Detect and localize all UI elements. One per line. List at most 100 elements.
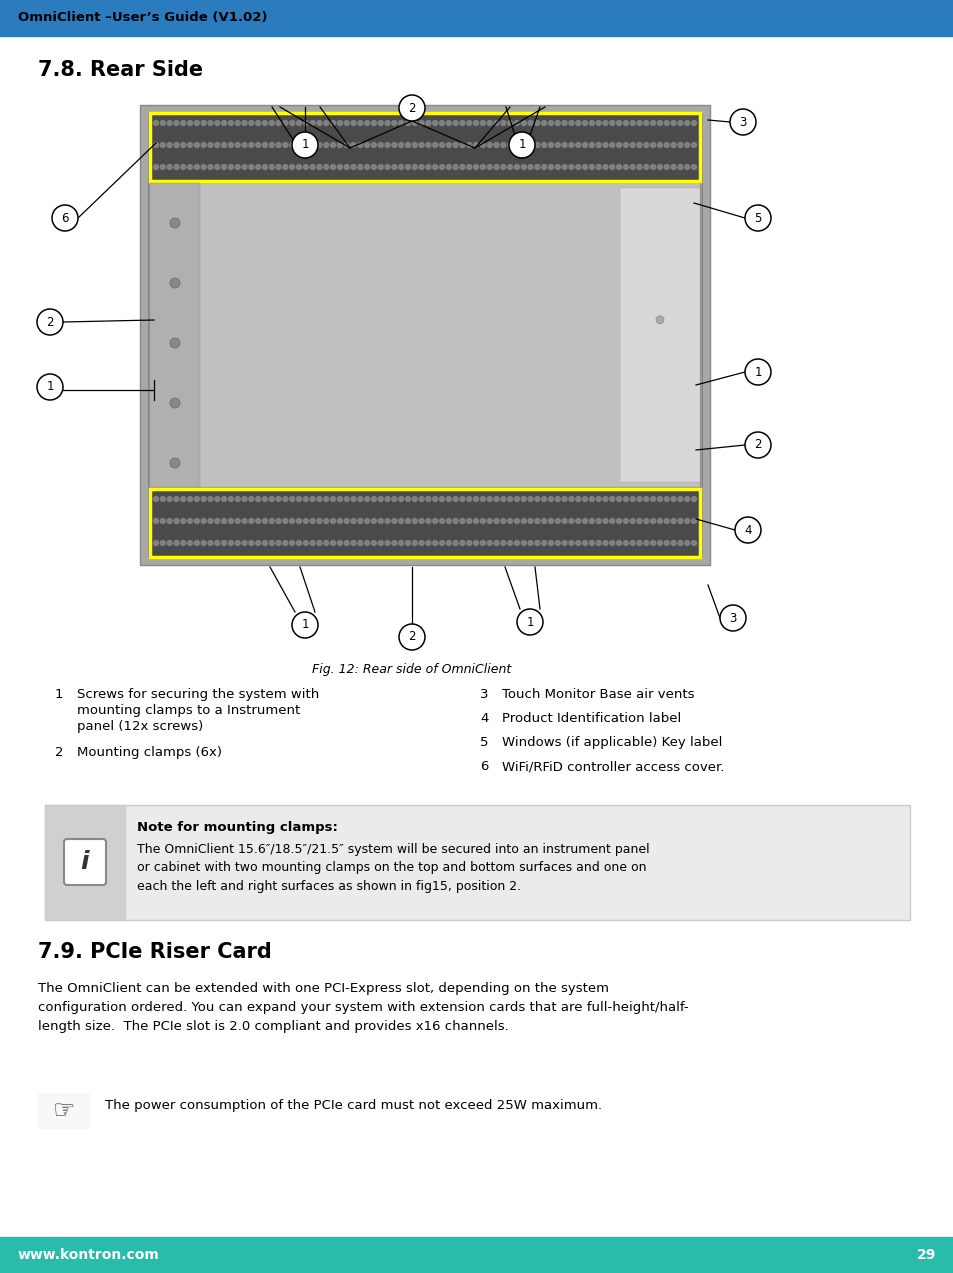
Circle shape [589, 541, 594, 546]
Circle shape [568, 496, 574, 502]
Circle shape [520, 518, 526, 523]
Circle shape [650, 121, 655, 126]
Circle shape [153, 164, 158, 169]
Circle shape [535, 143, 539, 148]
Circle shape [487, 518, 492, 523]
Circle shape [296, 164, 301, 169]
Circle shape [487, 541, 492, 546]
Circle shape [405, 518, 410, 523]
Circle shape [596, 143, 600, 148]
Circle shape [637, 143, 641, 148]
Circle shape [555, 496, 559, 502]
FancyBboxPatch shape [64, 839, 106, 885]
Circle shape [262, 496, 267, 502]
Circle shape [255, 541, 260, 546]
Circle shape [439, 496, 444, 502]
Circle shape [418, 496, 424, 502]
Circle shape [630, 518, 635, 523]
Circle shape [637, 121, 641, 126]
Circle shape [609, 121, 614, 126]
Circle shape [507, 541, 512, 546]
Circle shape [494, 121, 498, 126]
Circle shape [637, 541, 641, 546]
Circle shape [412, 121, 416, 126]
Circle shape [392, 121, 396, 126]
Circle shape [228, 518, 233, 523]
Circle shape [446, 541, 451, 546]
Circle shape [439, 541, 444, 546]
Circle shape [500, 164, 505, 169]
Bar [38, 1094, 90, 1129]
Circle shape [412, 541, 416, 546]
Circle shape [303, 518, 308, 523]
Text: mounting clamps to a Instrument: mounting clamps to a Instrument [77, 704, 300, 717]
Circle shape [729, 109, 755, 135]
Circle shape [487, 164, 492, 169]
Circle shape [630, 164, 635, 169]
Circle shape [663, 496, 669, 502]
Circle shape [561, 143, 566, 148]
Circle shape [364, 541, 369, 546]
Circle shape [670, 541, 676, 546]
Circle shape [316, 541, 321, 546]
Circle shape [290, 164, 294, 169]
Circle shape [656, 316, 663, 323]
Circle shape [657, 143, 661, 148]
Circle shape [208, 518, 213, 523]
Text: 29: 29 [916, 1248, 935, 1262]
Circle shape [582, 541, 587, 546]
Circle shape [466, 496, 472, 502]
Text: 1: 1 [754, 365, 760, 378]
Circle shape [663, 518, 669, 523]
Circle shape [541, 143, 546, 148]
Circle shape [541, 541, 546, 546]
Circle shape [283, 496, 288, 502]
Text: 2: 2 [754, 438, 760, 452]
Circle shape [555, 143, 559, 148]
Circle shape [283, 541, 288, 546]
Circle shape [180, 541, 186, 546]
Circle shape [188, 496, 193, 502]
Circle shape [283, 164, 288, 169]
Circle shape [201, 164, 206, 169]
Text: WiFi/RFiD controller access cover.: WiFi/RFiD controller access cover. [501, 760, 723, 773]
Circle shape [678, 164, 682, 169]
Circle shape [678, 121, 682, 126]
Circle shape [160, 121, 165, 126]
Circle shape [684, 164, 689, 169]
Circle shape [167, 164, 172, 169]
Circle shape [514, 164, 518, 169]
Circle shape [249, 541, 253, 546]
Circle shape [357, 143, 362, 148]
Circle shape [316, 121, 321, 126]
Circle shape [616, 496, 621, 502]
Circle shape [337, 143, 342, 148]
Circle shape [609, 541, 614, 546]
Circle shape [385, 121, 390, 126]
Circle shape [377, 518, 383, 523]
Circle shape [214, 164, 219, 169]
Circle shape [602, 164, 607, 169]
Circle shape [609, 143, 614, 148]
Circle shape [296, 541, 301, 546]
Circle shape [371, 143, 376, 148]
Circle shape [616, 518, 621, 523]
Text: 1: 1 [301, 619, 309, 631]
Circle shape [167, 121, 172, 126]
Circle shape [555, 541, 559, 546]
Circle shape [609, 518, 614, 523]
Circle shape [337, 518, 342, 523]
Circle shape [535, 164, 539, 169]
Circle shape [517, 608, 542, 635]
Circle shape [568, 541, 574, 546]
Circle shape [596, 121, 600, 126]
Circle shape [446, 164, 451, 169]
Circle shape [201, 496, 206, 502]
Circle shape [269, 121, 274, 126]
Circle shape [392, 143, 396, 148]
Bar [0, 0, 953, 36]
Circle shape [392, 164, 396, 169]
Circle shape [283, 143, 288, 148]
Text: 1: 1 [517, 139, 525, 151]
Circle shape [670, 164, 676, 169]
